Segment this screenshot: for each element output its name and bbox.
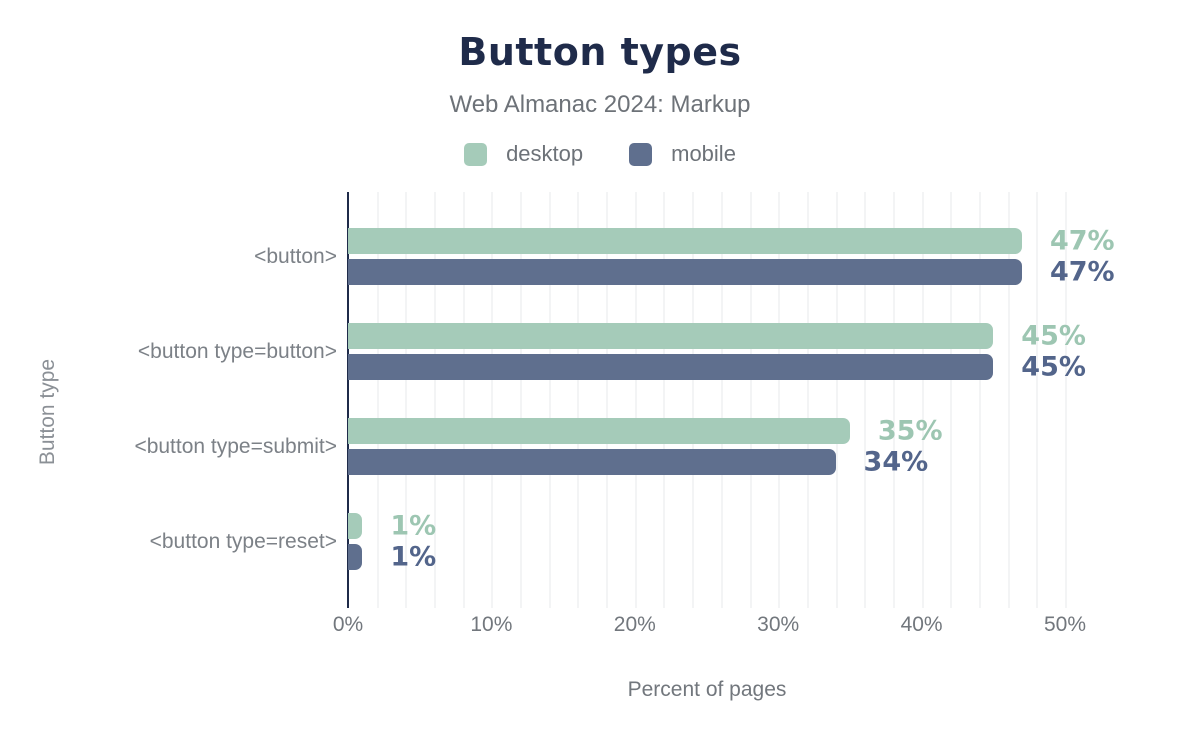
value-label-mobile-0: 47% — [1049, 256, 1115, 288]
x-axis-title: Percent of pages — [627, 678, 787, 701]
grid-line — [950, 192, 953, 608]
y-axis-line — [347, 192, 349, 608]
grid-line — [892, 192, 895, 608]
grid-line — [548, 192, 551, 608]
grid-line — [720, 192, 723, 608]
x-tick-label-30: 30% — [757, 613, 800, 636]
value-label-mobile-2: 34% — [863, 446, 929, 478]
category-label-2: <button type=submit> — [134, 434, 337, 458]
value-label-desktop-3: 1% — [390, 510, 437, 542]
bar-desktop-1[interactable] — [348, 323, 994, 349]
grid-line — [634, 192, 637, 608]
bar-mobile-1[interactable] — [348, 354, 994, 380]
bar-desktop-3[interactable] — [348, 513, 363, 539]
category-label-1: <button type=button> — [137, 339, 337, 363]
grid-line — [692, 192, 695, 608]
legend-swatch-mobile — [629, 142, 653, 166]
legend-swatch-desktop — [464, 142, 488, 166]
legend: desktop mobile — [0, 141, 1200, 167]
grid-line — [978, 192, 981, 608]
grid-line — [577, 192, 580, 608]
bar-mobile-3[interactable] — [348, 544, 363, 570]
value-label-desktop-0: 47% — [1049, 225, 1115, 257]
y-axis-title: Button type — [36, 358, 59, 466]
chart-title: Button types — [458, 30, 742, 74]
grid-line — [520, 192, 523, 608]
x-tick-label-10: 10% — [470, 613, 513, 636]
grid-line — [921, 192, 924, 608]
x-tick-label-20: 20% — [613, 613, 656, 636]
x-tick-label-40: 40% — [900, 613, 943, 636]
category-label-0: <button> — [254, 244, 337, 268]
bar-mobile-2[interactable] — [348, 449, 836, 475]
grid-line — [749, 192, 752, 608]
legend-label: desktop — [506, 141, 584, 166]
grid-line — [405, 192, 408, 608]
grid-line — [1065, 192, 1067, 608]
grid-line — [434, 192, 437, 608]
value-label-desktop-1: 45% — [1021, 320, 1086, 352]
value-label-mobile-1: 45% — [1021, 351, 1086, 383]
grid-line — [778, 192, 781, 608]
category-label-3: <button type=reset> — [149, 529, 337, 553]
grid-line — [663, 192, 666, 608]
grid-line — [806, 192, 809, 608]
grid-line — [1036, 192, 1039, 608]
value-label-desktop-2: 35% — [877, 415, 943, 447]
grid-line — [462, 192, 465, 608]
bar-desktop-2[interactable] — [348, 418, 850, 444]
legend-label: mobile — [671, 141, 736, 166]
x-tick-label-50: 50% — [1043, 613, 1087, 636]
x-tick-label-0: 0% — [332, 613, 364, 636]
grid-line — [491, 192, 494, 608]
legend-item-desktop[interactable]: desktop — [464, 141, 583, 167]
legend-item-mobile[interactable]: mobile — [629, 141, 736, 167]
bar-mobile-0[interactable] — [348, 259, 1022, 285]
bar-desktop-0[interactable] — [348, 228, 1022, 254]
grid-line — [1007, 192, 1010, 608]
grid-line — [835, 192, 838, 608]
grid-line — [376, 192, 379, 608]
chart-subtitle: Web Almanac 2024: Markup — [449, 91, 751, 118]
value-label-mobile-3: 1% — [390, 541, 437, 573]
grid-line — [606, 192, 609, 608]
grid-line — [864, 192, 867, 608]
